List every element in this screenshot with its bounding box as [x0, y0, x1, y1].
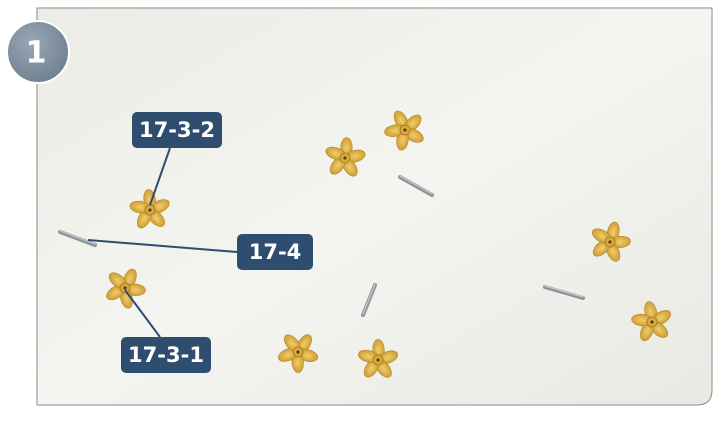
part-label: 17-4: [249, 240, 302, 264]
page: 1 17-3-2 17-4 17-3-1 (() => { const data…: [0, 0, 721, 425]
step-number: 1: [26, 36, 47, 71]
part-label: 17-3-1: [128, 343, 204, 367]
instruction-photo: 1 17-3-2 17-4 17-3-1: [0, 0, 721, 425]
part-label: 17-3-2: [139, 118, 215, 142]
